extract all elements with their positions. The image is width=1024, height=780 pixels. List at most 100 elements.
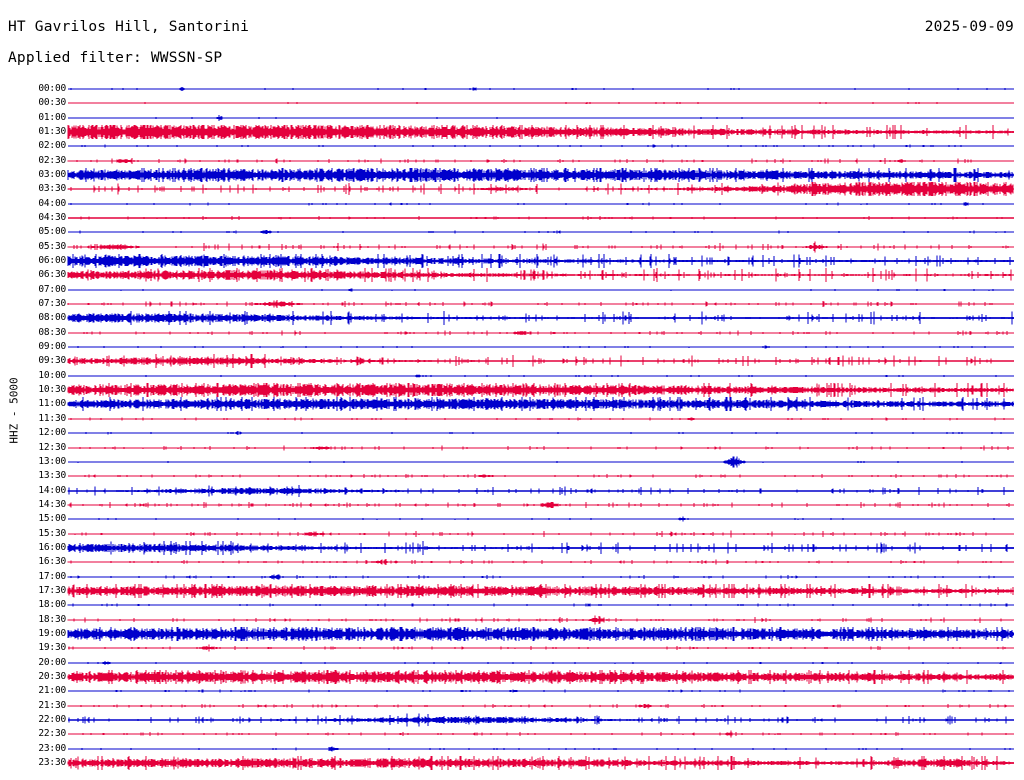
time-tick-label: 06:00	[38, 255, 66, 267]
time-tick-label: 14:30	[38, 498, 66, 510]
seismogram-trace-row	[67, 268, 1014, 283]
time-tick-label: 22:30	[38, 728, 66, 740]
trace-waveform	[67, 474, 1014, 479]
seismogram-trace-row	[67, 613, 1014, 628]
trace-waveform	[67, 660, 1014, 665]
seismogram-trace-row	[67, 498, 1014, 513]
seismogram-trace-row	[67, 755, 1014, 771]
seismogram-trace-row	[67, 527, 1014, 542]
seismogram-trace-row	[67, 340, 1014, 355]
time-tick-label: 07:30	[38, 298, 66, 310]
trace-waveform	[67, 703, 1014, 708]
seismogram-trace-row	[67, 570, 1014, 585]
trace-waveform	[67, 431, 1014, 435]
trace-waveform	[67, 746, 1014, 751]
seismogram-trace-row	[67, 555, 1014, 570]
seismogram-trace-row	[67, 656, 1014, 671]
trace-waveform	[67, 689, 1014, 693]
trace-waveform	[67, 114, 1014, 121]
trace-waveform	[67, 254, 1014, 269]
trace-waveform	[67, 559, 1014, 566]
time-tick-label: 16:30	[38, 556, 66, 568]
trace-waveform	[67, 311, 1014, 326]
time-tick-label: 06:30	[38, 269, 66, 281]
seismogram-trace-row	[67, 168, 1014, 183]
trace-waveform	[67, 87, 1014, 91]
seismogram-trace-row	[67, 641, 1014, 656]
seismogram-trace-row	[67, 369, 1014, 384]
time-tick-label: 23:30	[38, 756, 66, 768]
trace-waveform	[67, 345, 1014, 349]
header: HT Gavrilos Hill, Santorini Applied filt…	[0, 0, 1024, 78]
trace-waveform	[67, 201, 1014, 206]
seismogram-trace-row	[67, 469, 1014, 484]
trace-waveform	[67, 268, 1014, 283]
trace-waveform	[67, 300, 1014, 309]
seismogram-trace-row	[67, 598, 1014, 613]
seismogram-trace-row	[67, 211, 1014, 226]
record-date: 2025-09-09	[924, 19, 1014, 35]
trace-waveform	[67, 241, 1014, 253]
trace-waveform	[67, 530, 1014, 537]
trace-waveform	[67, 644, 1014, 652]
trace-waveform	[67, 755, 1014, 770]
trace-waveform	[67, 383, 1014, 398]
time-tick-label: 05:30	[38, 240, 66, 252]
seismogram-trace-row	[67, 397, 1014, 412]
trace-waveform	[67, 417, 1014, 421]
time-tick-label: 02:00	[38, 140, 66, 152]
trace-waveform	[67, 125, 1014, 140]
seismogram-trace-row	[67, 96, 1014, 111]
time-tick-label: 01:30	[38, 126, 66, 138]
time-tick-label: 14:00	[38, 484, 66, 496]
trace-waveform	[67, 615, 1014, 625]
trace-waveform	[67, 182, 1014, 197]
time-tick-label: 20:30	[38, 670, 66, 682]
trace-waveform	[67, 168, 1014, 183]
seismogram-trace-row	[67, 326, 1014, 341]
seismogram-trace-row	[67, 311, 1014, 326]
seismogram-trace-row	[67, 626, 1014, 642]
trace-waveform	[67, 484, 1014, 497]
trace-waveform	[67, 626, 1014, 641]
time-tick-label: 09:30	[38, 355, 66, 367]
time-tick-label: 09:00	[38, 341, 66, 353]
time-tick-label: 12:00	[38, 427, 66, 439]
time-tick-label: 17:30	[38, 584, 66, 596]
time-tick-label: 03:30	[38, 183, 66, 195]
seismogram-trace-row	[67, 742, 1014, 757]
trace-waveform	[67, 516, 1014, 522]
seismogram-trace-row	[67, 512, 1014, 527]
time-tick-label: 17:00	[38, 570, 66, 582]
time-tick-label: 04:00	[38, 197, 66, 209]
seismogram-trace-row	[67, 540, 1014, 556]
time-tick-label: 21:00	[38, 685, 66, 697]
trace-waveform	[67, 583, 1014, 598]
seismogram-trace-row	[67, 297, 1014, 312]
seismogram-trace-row	[67, 699, 1014, 714]
seismogram-trace-row	[67, 139, 1014, 154]
page-title: HT Gavrilos Hill, Santorini	[8, 19, 250, 35]
time-tick-label: 21:30	[38, 699, 66, 711]
time-tick-label: 18:30	[38, 613, 66, 625]
seismogram-trace-row	[67, 684, 1014, 699]
seismogram-trace-row	[67, 455, 1014, 470]
time-tick-label: 02:30	[38, 154, 66, 166]
seismogram-trace-row	[67, 426, 1014, 441]
seismogram-trace-row	[67, 182, 1014, 197]
time-tick-label: 13:00	[38, 455, 66, 467]
seismogram-trace-row	[67, 111, 1014, 126]
time-tick-label: 00:30	[38, 97, 66, 109]
seismogram-trace-row	[67, 125, 1014, 140]
trace-waveform	[67, 215, 1014, 221]
time-tick-label: 16:00	[38, 541, 66, 553]
seismogram-trace-row	[67, 354, 1014, 369]
seismogram-trace-row	[67, 254, 1014, 269]
seismogram-trace-row	[67, 412, 1014, 427]
time-tick-label: 01:00	[38, 111, 66, 123]
trace-waveform	[67, 397, 1014, 412]
time-tick-label: 19:30	[38, 642, 66, 654]
seismogram-trace-row	[67, 383, 1014, 398]
time-tick-label: 19:00	[38, 627, 66, 639]
